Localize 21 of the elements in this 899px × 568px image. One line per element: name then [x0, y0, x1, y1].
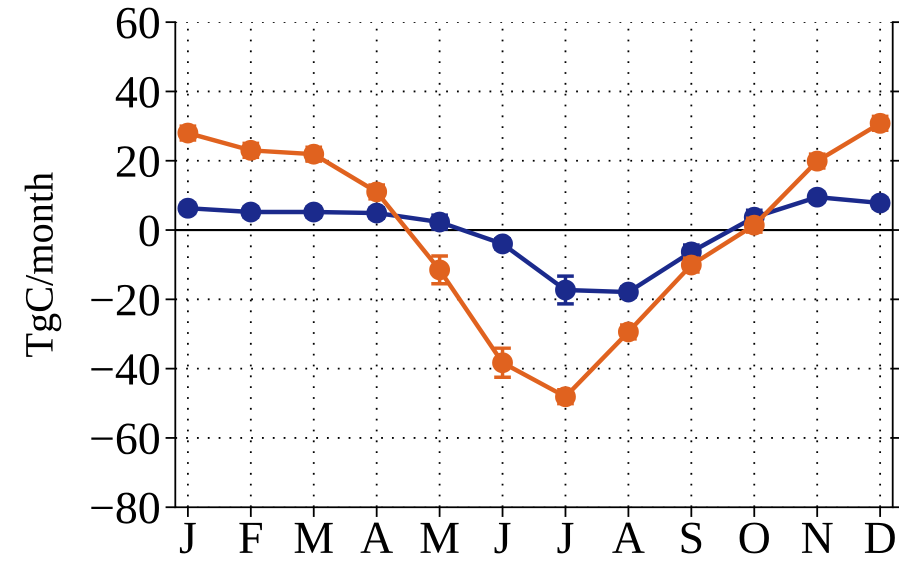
x-tick-label: A [612, 522, 645, 553]
x-tick-label: F [239, 522, 262, 553]
x-tick-label: J [494, 522, 510, 554]
y-tick-label: −40 [91, 354, 159, 385]
y-axis-title: TgC/month [24, 172, 62, 357]
x-tick-label: S [682, 522, 702, 554]
x-tick-label: M [294, 522, 333, 553]
x-tick-label: M [420, 522, 459, 553]
y-tick-label: 20 [116, 146, 159, 178]
y-tick-label: 60 [116, 8, 159, 39]
x-tick-label: N [802, 522, 833, 553]
y-tick-label: 0 [140, 215, 159, 246]
y-tick-label: −80 [91, 492, 159, 524]
x-tick-label: A [360, 522, 393, 553]
x-tick-label: J [558, 522, 574, 554]
x-tick-label: O [740, 522, 769, 554]
y-tick-label: 40 [116, 76, 159, 108]
x-tick-label: D [864, 522, 895, 554]
x-tick-label: J [180, 522, 196, 554]
y-tick-label: −20 [91, 284, 159, 316]
y-tick-label: −60 [91, 423, 159, 454]
